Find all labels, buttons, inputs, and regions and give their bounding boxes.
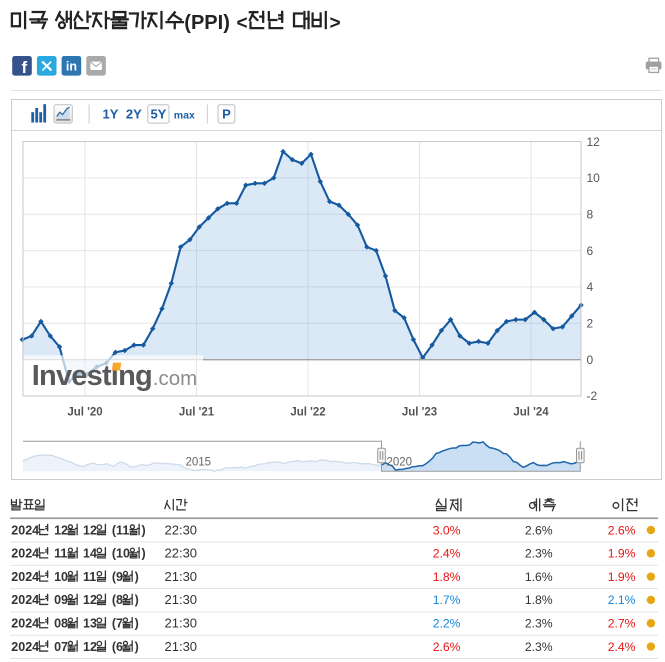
svg-text:11: 11 (54, 547, 67, 561)
svg-text:0: 0 (587, 353, 594, 367)
svg-text:2024: 2024 (11, 523, 39, 537)
svg-text:10: 10 (54, 570, 68, 584)
svg-text:21:30: 21:30 (165, 569, 198, 584)
svg-text:2020: 2020 (387, 456, 413, 468)
svg-text:2.7%: 2.7% (608, 616, 636, 630)
svg-text:2.3%: 2.3% (525, 640, 553, 654)
svg-text:3.0%: 3.0% (433, 523, 461, 537)
svg-text:Jul '21: Jul '21 (179, 406, 215, 418)
svg-text:): ) (135, 570, 139, 584)
svg-text:2024: 2024 (11, 616, 39, 630)
svg-text:1.7%: 1.7% (433, 593, 461, 607)
svg-text:): ) (135, 593, 139, 607)
svg-text:2.6%: 2.6% (525, 523, 553, 537)
svg-text:08: 08 (54, 616, 68, 630)
svg-text:2024: 2024 (11, 593, 39, 607)
svg-text:2.4%: 2.4% (433, 547, 461, 561)
svg-text:2024: 2024 (11, 570, 39, 584)
svg-text:f: f (21, 58, 27, 77)
svg-text:(8: (8 (112, 593, 123, 607)
svg-text:-2: -2 (587, 389, 598, 403)
svg-text:21:30: 21:30 (165, 615, 198, 630)
svg-text:2024: 2024 (11, 547, 39, 561)
svg-text:1.9%: 1.9% (608, 547, 636, 561)
svg-text:>: > (330, 13, 341, 34)
svg-text:<: < (237, 13, 248, 34)
svg-text:12: 12 (83, 593, 97, 607)
svg-text:6: 6 (587, 244, 594, 258)
svg-text:): ) (135, 640, 139, 654)
svg-text:Jul '22: Jul '22 (290, 406, 325, 418)
svg-text:12: 12 (83, 523, 97, 537)
svg-text:Investıng: Investıng (32, 360, 152, 392)
svg-text:(7: (7 (112, 616, 123, 630)
svg-text:2015: 2015 (186, 456, 212, 468)
svg-text:22:30: 22:30 (165, 522, 198, 537)
svg-text:2.3%: 2.3% (525, 616, 553, 630)
svg-text:max: max (174, 110, 195, 122)
svg-text:(10: (10 (112, 547, 130, 561)
svg-text:2Y: 2Y (126, 107, 142, 122)
svg-text:.com: .com (153, 367, 197, 390)
svg-text:2.4%: 2.4% (608, 640, 636, 654)
svg-text:1.8%: 1.8% (525, 593, 553, 607)
svg-text:P: P (222, 107, 231, 122)
svg-text:(9: (9 (112, 570, 123, 584)
svg-text:2.6%: 2.6% (608, 523, 636, 537)
svg-text:21:30: 21:30 (165, 592, 198, 607)
svg-text:14: 14 (83, 547, 97, 561)
svg-text:2024: 2024 (11, 640, 39, 654)
svg-text:): ) (142, 547, 146, 561)
svg-text:12: 12 (54, 523, 68, 537)
svg-text:11: 11 (83, 570, 96, 584)
svg-text:): ) (142, 523, 146, 537)
svg-text:Jul '23: Jul '23 (402, 406, 437, 418)
svg-text:(PPI): (PPI) (184, 12, 230, 34)
svg-text:10: 10 (587, 171, 601, 185)
svg-text:12: 12 (587, 135, 601, 149)
svg-text:1.8%: 1.8% (433, 570, 461, 584)
svg-text:2.2%: 2.2% (433, 616, 461, 630)
svg-text:2.6%: 2.6% (433, 640, 461, 654)
svg-text:12: 12 (83, 640, 97, 654)
svg-text:2: 2 (587, 317, 594, 331)
svg-text:07: 07 (54, 640, 68, 654)
svg-text:Jul '24: Jul '24 (513, 406, 549, 418)
svg-text:4: 4 (587, 280, 594, 294)
svg-text:1.6%: 1.6% (525, 570, 553, 584)
svg-text:09: 09 (54, 593, 68, 607)
svg-text:): ) (135, 616, 139, 630)
svg-text:Jul '20: Jul '20 (67, 406, 102, 418)
svg-text:2.1%: 2.1% (608, 593, 636, 607)
svg-text:1Y: 1Y (103, 107, 119, 122)
svg-text:(11: (11 (112, 523, 129, 537)
svg-text:1.9%: 1.9% (608, 570, 636, 584)
svg-text:2.3%: 2.3% (525, 547, 553, 561)
svg-text:21:30: 21:30 (165, 639, 198, 654)
svg-text:(6: (6 (112, 640, 123, 654)
svg-text:5Y: 5Y (150, 107, 166, 122)
svg-text:13: 13 (83, 616, 97, 630)
svg-text:in: in (66, 60, 77, 74)
svg-text:22:30: 22:30 (165, 546, 198, 561)
svg-text:8: 8 (587, 208, 594, 222)
